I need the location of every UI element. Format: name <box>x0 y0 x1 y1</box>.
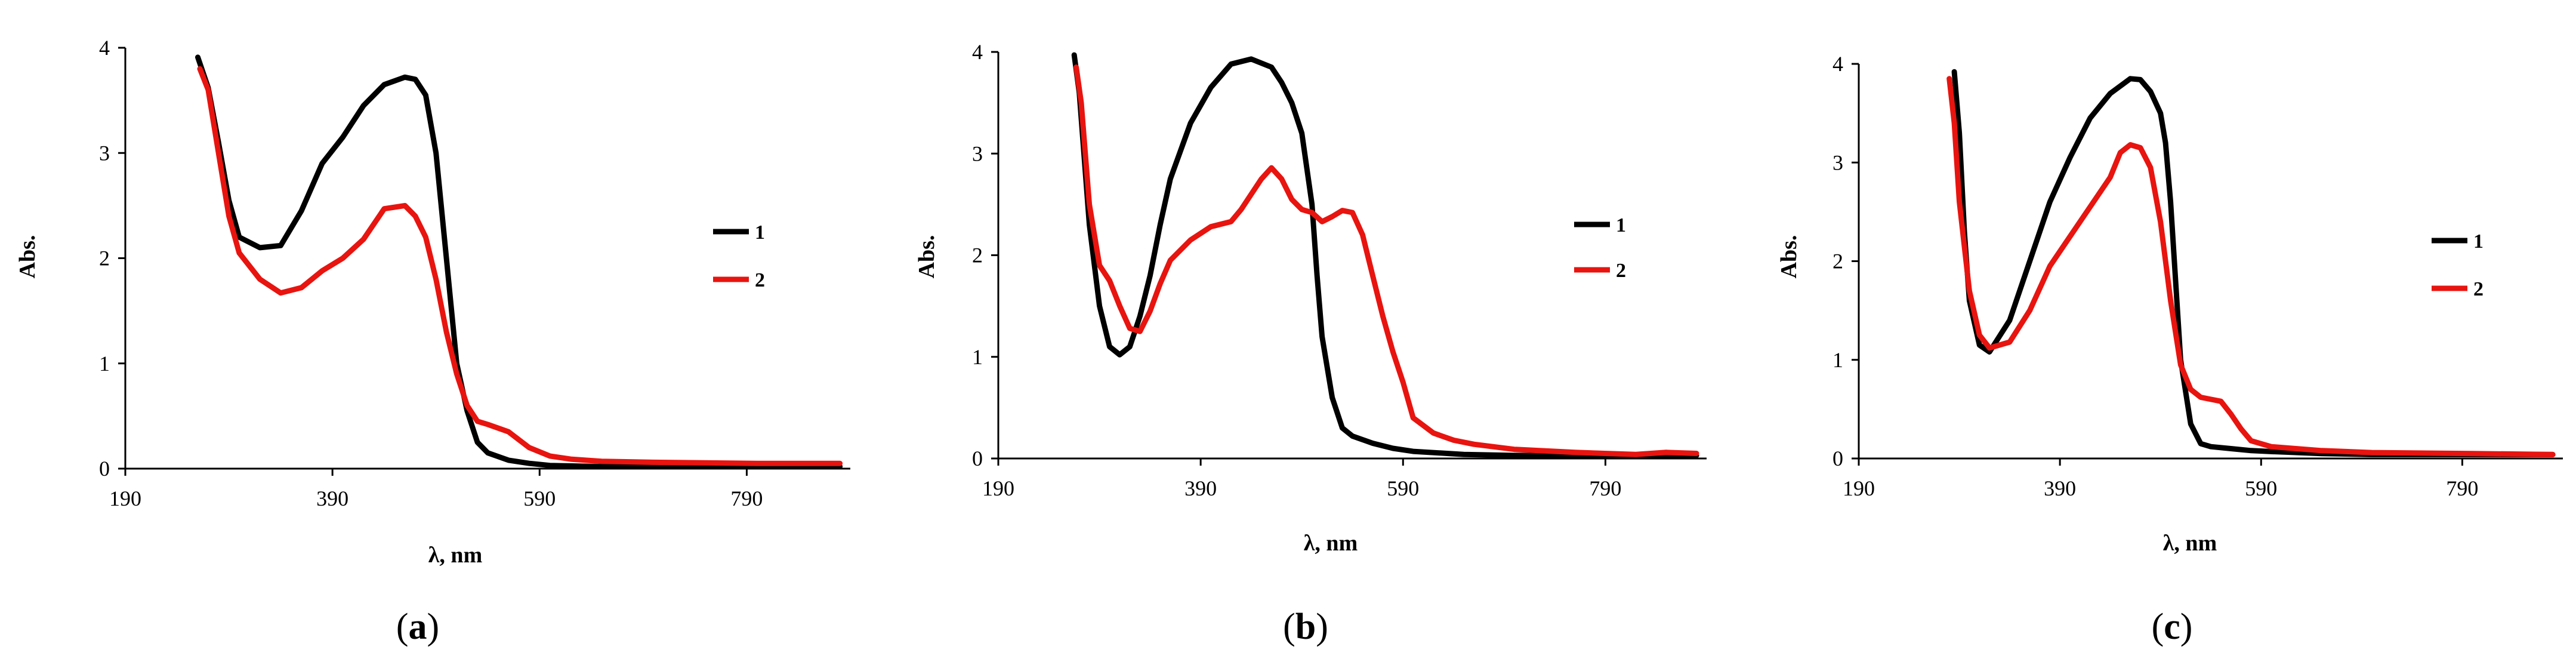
legend-label-series-1: 1 <box>1616 214 1626 236</box>
y-tick-label: 3 <box>1832 150 1843 174</box>
y-tick-label: 0 <box>972 447 983 470</box>
y-tick-label: 2 <box>1832 250 1843 273</box>
legend: 1 2 <box>2432 230 2484 300</box>
x-axis-title: λ, nm <box>428 543 482 568</box>
chart-panel-b: Abs. λ, nm 1 2 (b) 0 1 2 3 4 190 390 590 790 <box>914 40 1707 647</box>
caption-open-paren: ( <box>2152 607 2164 647</box>
caption-close-paren: ) <box>1316 607 1328 647</box>
caption-letter: c <box>2164 607 2180 647</box>
series-line-1 <box>195 54 843 469</box>
panel-caption: (c) <box>2152 607 2193 647</box>
series-line-1 <box>1951 69 2556 457</box>
series-line-1 <box>1071 52 1699 458</box>
series-line-2 <box>1946 76 2556 457</box>
caption-open-paren: ( <box>396 607 409 647</box>
y-tick-label: 1 <box>972 345 983 369</box>
legend-label-series-1: 1 <box>2473 230 2484 253</box>
y-tick-label: 4 <box>99 36 110 60</box>
x-tick-label: 590 <box>523 487 556 510</box>
caption-close-paren: ) <box>427 607 440 647</box>
x-tick-label: 190 <box>982 476 1014 500</box>
y-tick-label: 3 <box>99 141 110 165</box>
y-axis-title: Abs. <box>914 235 939 279</box>
x-tick-label: 590 <box>1387 476 1419 500</box>
caption-letter: b <box>1295 607 1316 647</box>
series-line-2 <box>197 66 843 466</box>
y-tick-label: 2 <box>99 247 110 270</box>
y-tick-label: 0 <box>1832 447 1843 470</box>
x-axis-title: λ, nm <box>2163 531 2217 556</box>
x-tick-label: 790 <box>2446 476 2478 500</box>
legend-label-series-2: 2 <box>2473 278 2484 300</box>
caption-close-paren: ) <box>2180 607 2193 647</box>
y-tick-label: 4 <box>1832 52 1843 76</box>
y-tick-label: 0 <box>99 457 110 481</box>
x-tick-label: 790 <box>1589 476 1621 500</box>
caption-open-paren: ( <box>1283 607 1295 647</box>
legend-label-series-1: 1 <box>755 221 765 244</box>
legend: 1 2 <box>713 221 765 291</box>
y-tick-label: 2 <box>972 244 983 267</box>
x-axis-title: λ, nm <box>1304 531 1358 556</box>
y-tick-label: 1 <box>99 352 110 375</box>
x-tick-label: 790 <box>730 487 763 510</box>
y-tick-label: 4 <box>972 40 983 64</box>
legend: 1 2 <box>1574 214 1626 282</box>
chart-panel-a: Abs. λ, nm 1 2 (a) 0 1 2 3 4 190 390 590 790 <box>15 36 850 647</box>
legend-label-series-2: 2 <box>755 269 765 291</box>
y-tick-label: 1 <box>1832 348 1843 372</box>
series-line-2 <box>1073 64 1699 457</box>
axes: 0 1 2 3 4 190 390 590 790 <box>1832 52 2563 500</box>
axes: 0 1 2 3 4 190 390 590 790 <box>99 36 850 510</box>
chart-panel-c: Abs. λ, nm 1 2 (c) 0 1 2 3 4 190 390 590 790 <box>1776 52 2563 647</box>
x-tick-label: 390 <box>1184 476 1217 500</box>
x-tick-label: 190 <box>109 487 141 510</box>
x-tick-label: 590 <box>2245 476 2277 500</box>
x-tick-label: 390 <box>2044 476 2076 500</box>
legend-label-series-2: 2 <box>1616 260 1626 282</box>
x-tick-label: 390 <box>316 487 348 510</box>
axes: 0 1 2 3 4 190 390 590 790 <box>972 40 1707 500</box>
y-axis-title: Abs. <box>15 235 40 279</box>
y-axis-title: Abs. <box>1776 235 1801 279</box>
y-tick-label: 3 <box>972 141 983 165</box>
panel-caption: (b) <box>1283 607 1328 647</box>
panel-caption: (a) <box>396 607 439 647</box>
x-tick-label: 190 <box>1843 476 1875 500</box>
caption-letter: a <box>409 607 427 647</box>
